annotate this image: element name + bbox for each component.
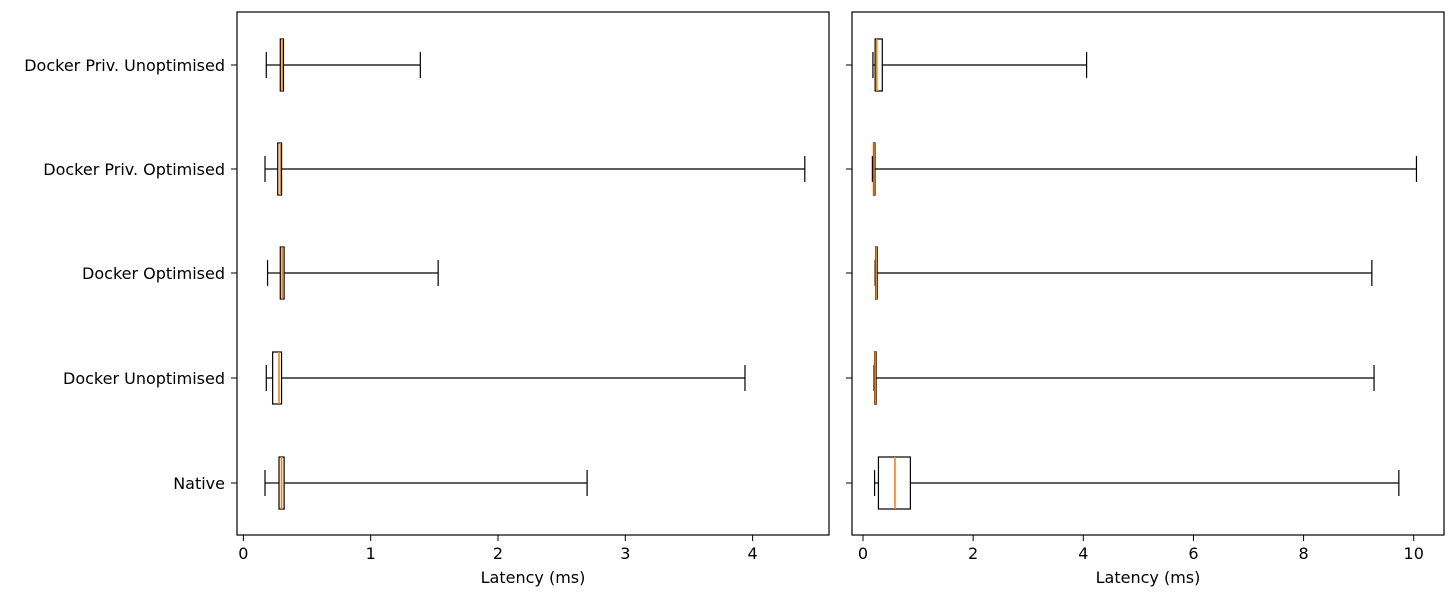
boxplot-docker-optimised [266,246,439,300]
boxplot-docker-unoptimised [873,351,1375,405]
boxplot-docker-priv-unoptimised [872,38,1088,92]
boxplot-native [264,456,588,510]
chart-panel-1: Docker Priv. Unoptimised Docker Priv. Opt… [24,11,830,587]
boxplot-docker-priv-optimised [264,142,806,196]
y-tick-label: Docker Unoptimised [63,369,225,388]
y-tick-label: Docker Optimised [82,264,225,283]
boxplot-native [873,456,1400,510]
x-tick-label: 8 [1298,544,1308,563]
x-tick-label: 6 [1188,544,1198,563]
boxplot-docker-priv-unoptimised [265,38,421,92]
x-tick-label: 2 [968,544,978,563]
x-tick-label: 0 [238,544,248,563]
x-tick-label: 0 [858,544,868,563]
x-tick-label: 1 [366,544,376,563]
x-tick-label: 3 [620,544,630,563]
x-tick-label: 10 [1404,544,1424,563]
x-axis-label: Latency (ms) [481,568,586,587]
y-tick-label: Native [173,474,225,493]
y-tick-label: Docker Priv. Unoptimised [24,56,225,75]
x-axis-label: Latency (ms) [1096,568,1201,587]
boxplot-docker-priv-optimised [871,142,1418,196]
boxplot-docker-optimised [874,246,1373,300]
x-tick-label: 4 [1078,544,1088,563]
boxplot-docker-unoptimised [265,351,746,405]
chart-panel-2: 0 2 4 6 8 10 Latency (ms) [846,11,1445,587]
y-tick-label: Docker Priv. Optimised [43,160,225,179]
iqr-box [272,351,283,405]
x-tick-label: 4 [748,544,758,563]
iqr-box [874,38,883,92]
x-tick-label: 2 [493,544,503,563]
